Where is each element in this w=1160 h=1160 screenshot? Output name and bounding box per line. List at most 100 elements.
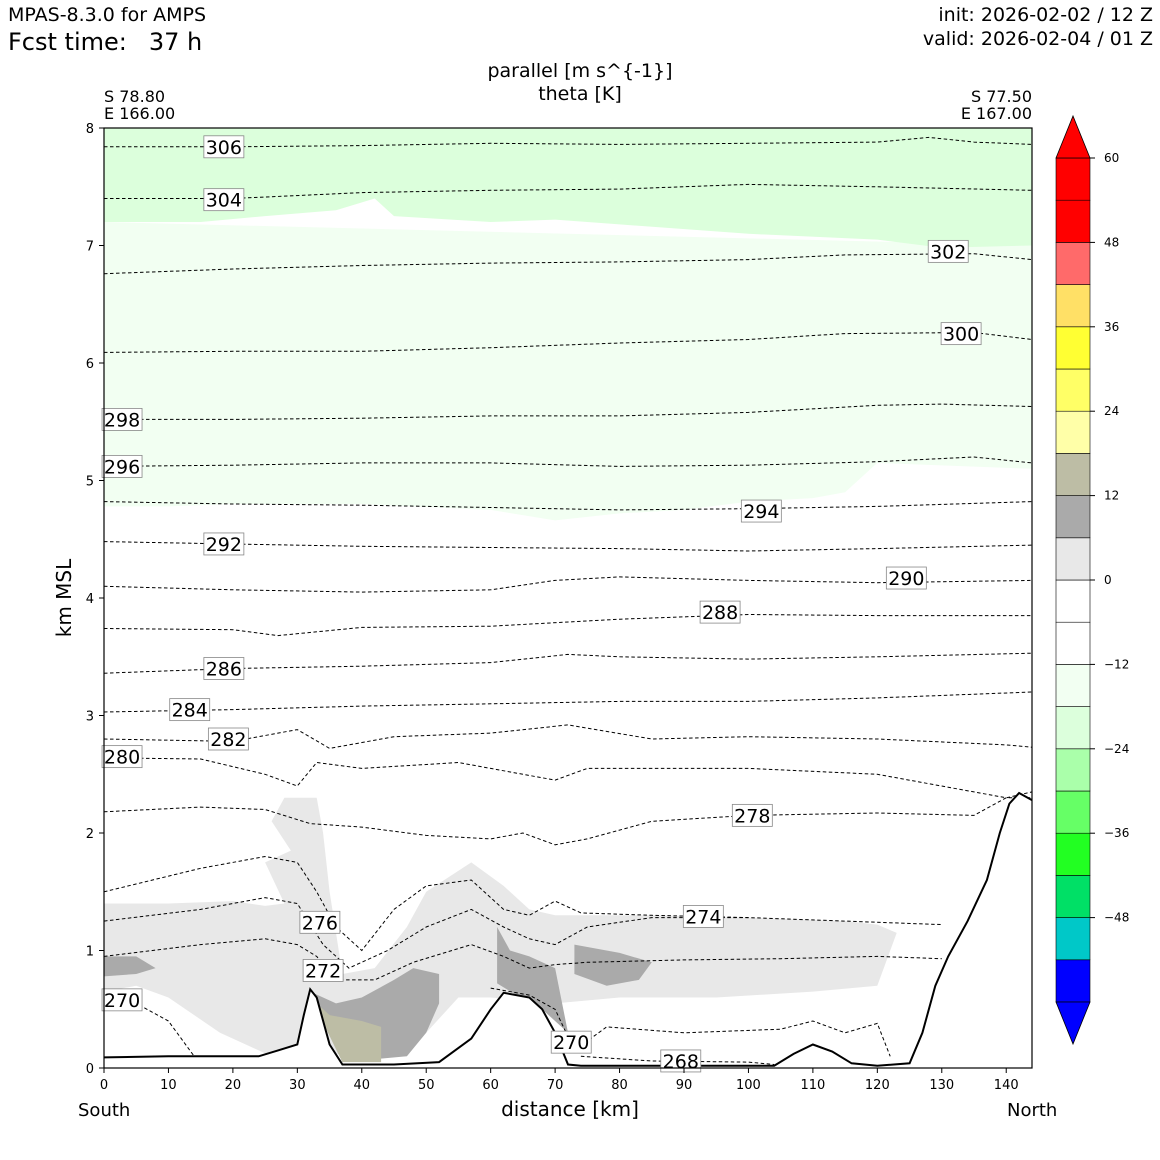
contour-label-box (299, 910, 341, 934)
contour-label-268-20: 268 (660, 1049, 702, 1073)
contour-label-box (660, 1049, 702, 1073)
y-tick-label: 1 (86, 945, 94, 960)
contour-label-box (740, 499, 782, 523)
theta-contour-290-8 (104, 576, 1032, 593)
contour-label-box (699, 600, 741, 624)
y-tick-label: 7 (86, 240, 94, 255)
colorbar: 60 48 36 24 12 0 −12 −24 −36 −48 (1055, 114, 1129, 1046)
contour-label-278-14: 278 (731, 803, 773, 827)
contour-label-text: 290 (888, 568, 924, 590)
contour-label-text: 298 (104, 409, 140, 431)
contour-label-text: 278 (734, 805, 770, 827)
x-tick-label: 70 (547, 1078, 564, 1093)
y-tick-label: 0 (86, 1062, 94, 1077)
contour-label-box (940, 322, 982, 346)
colorbar-bin (1055, 832, 1091, 876)
contour-label-box (927, 239, 969, 263)
colorbar-bin (1055, 199, 1091, 243)
wind-shading-layer (104, 128, 1032, 1063)
contour-label-text: 274 (685, 906, 721, 928)
colorbar-under-arrow (1055, 1001, 1091, 1046)
x-axis-label: distance [km] (501, 1097, 639, 1121)
colorbar-tick-label: −24 (1104, 742, 1129, 756)
y-tick-label: 4 (86, 592, 94, 607)
south-direction-label: South (78, 1100, 131, 1121)
contour-label-box (101, 745, 143, 769)
shading-level-negative-12-to-6 (104, 128, 1032, 248)
contour-label-text: 294 (743, 501, 779, 523)
contour-label-270-19: 270 (550, 1030, 592, 1054)
x-axis-ticks: 0 10 20 30 40 50 60 70 80 90 100 110 120 130 140 (100, 1068, 1019, 1093)
shading-level-12-to-18 (104, 956, 156, 977)
colorbar-bin (1055, 621, 1091, 665)
plot-title: parallel [m s^{-1}] theta [K] (430, 60, 730, 106)
right-endpoint-lon: E 167.00 (960, 104, 1032, 123)
colorbar-tick-label: 0 (1104, 573, 1112, 587)
model-title: MPAS-8.3.0 for AMPS (8, 4, 207, 26)
colorbar-bin (1055, 790, 1091, 834)
theta-contour-298-4 (104, 403, 1032, 420)
x-tick-label: 130 (929, 1078, 954, 1093)
colorbar-tick-label: −36 (1104, 826, 1129, 840)
shading-level-18-to-24 (310, 997, 382, 1063)
theta-contour-268-20 (580, 1055, 775, 1065)
contour-label-text: 268 (663, 1051, 699, 1073)
shading-level-6-to-12-low (104, 797, 897, 1063)
contour-label-box (682, 905, 724, 928)
theta-contour-274-16 (104, 897, 942, 969)
theta-contour-292-7 (104, 541, 1032, 552)
contour-label-box (169, 698, 211, 722)
contour-label-text: 302 (930, 241, 966, 263)
theta-contour-280-13 (104, 757, 1032, 799)
colorbar-bin (1055, 537, 1091, 581)
theta-contour-278-14 (104, 797, 1032, 846)
y-tick-label: 2 (86, 827, 94, 842)
theta-contour-286-10 (104, 652, 1032, 674)
terrain-ground-fill (104, 793, 1032, 1068)
colorbar-bin (1055, 157, 1091, 201)
colorbar-bin (1055, 706, 1091, 750)
contour-label-text: 280 (104, 747, 140, 769)
contour-label-text: 300 (943, 324, 979, 346)
x-tick-label: 30 (289, 1078, 306, 1093)
colorbar-tick-label: −12 (1104, 657, 1129, 671)
contour-label-284-11: 284 (169, 698, 211, 722)
x-tick-label: 0 (100, 1078, 108, 1093)
colorbar-bin (1055, 410, 1091, 454)
theta-contour-282-12 (104, 724, 1032, 749)
contour-label-box (550, 1030, 592, 1054)
plot-title-line-1: parallel [m s^{-1}] (487, 60, 673, 82)
colorbar-tick-label: −48 (1104, 911, 1129, 925)
contour-label-box (101, 407, 143, 431)
contour-label-290-8: 290 (885, 566, 927, 590)
y-tick-label: 3 (86, 710, 94, 725)
theta-contour-270-18 (104, 997, 195, 1057)
contour-label-286-10: 286 (203, 657, 245, 681)
shading-level-negative-6-to-0 (104, 222, 1032, 521)
x-tick-label: 60 (482, 1078, 499, 1093)
contour-label-text: 296 (104, 456, 140, 478)
contour-label-302-2: 302 (927, 239, 969, 263)
right-endpoint-lat: S 77.50 (970, 87, 1032, 106)
x-tick-label: 90 (676, 1078, 693, 1093)
contour-label-box (885, 566, 927, 590)
valid-time: valid: 2026-02-04 / 01 Z (922, 28, 1153, 50)
colorbar-bin (1055, 453, 1091, 496)
contour-label-298-4: 298 (101, 407, 143, 431)
init-time: init: 2026-02-02 / 12 Z (938, 4, 1153, 26)
theta-contour-306-0 (104, 136, 1032, 148)
x-tick-label: 100 (736, 1078, 761, 1093)
plot-title-line-2: theta [K] (538, 83, 622, 105)
north-direction-label: North (1007, 1100, 1058, 1121)
contour-label-text: 304 (206, 190, 242, 212)
left-endpoint-lon: E 166.00 (104, 104, 176, 123)
colorbar-tick-label: 24 (1104, 404, 1119, 418)
colorbar-bin (1055, 917, 1091, 961)
contour-label-box (203, 188, 245, 212)
contour-label-box (101, 988, 143, 1012)
contour-label-276-15: 276 (299, 910, 341, 934)
contour-label-text: 306 (206, 137, 242, 159)
y-tick-label: 6 (86, 357, 94, 372)
